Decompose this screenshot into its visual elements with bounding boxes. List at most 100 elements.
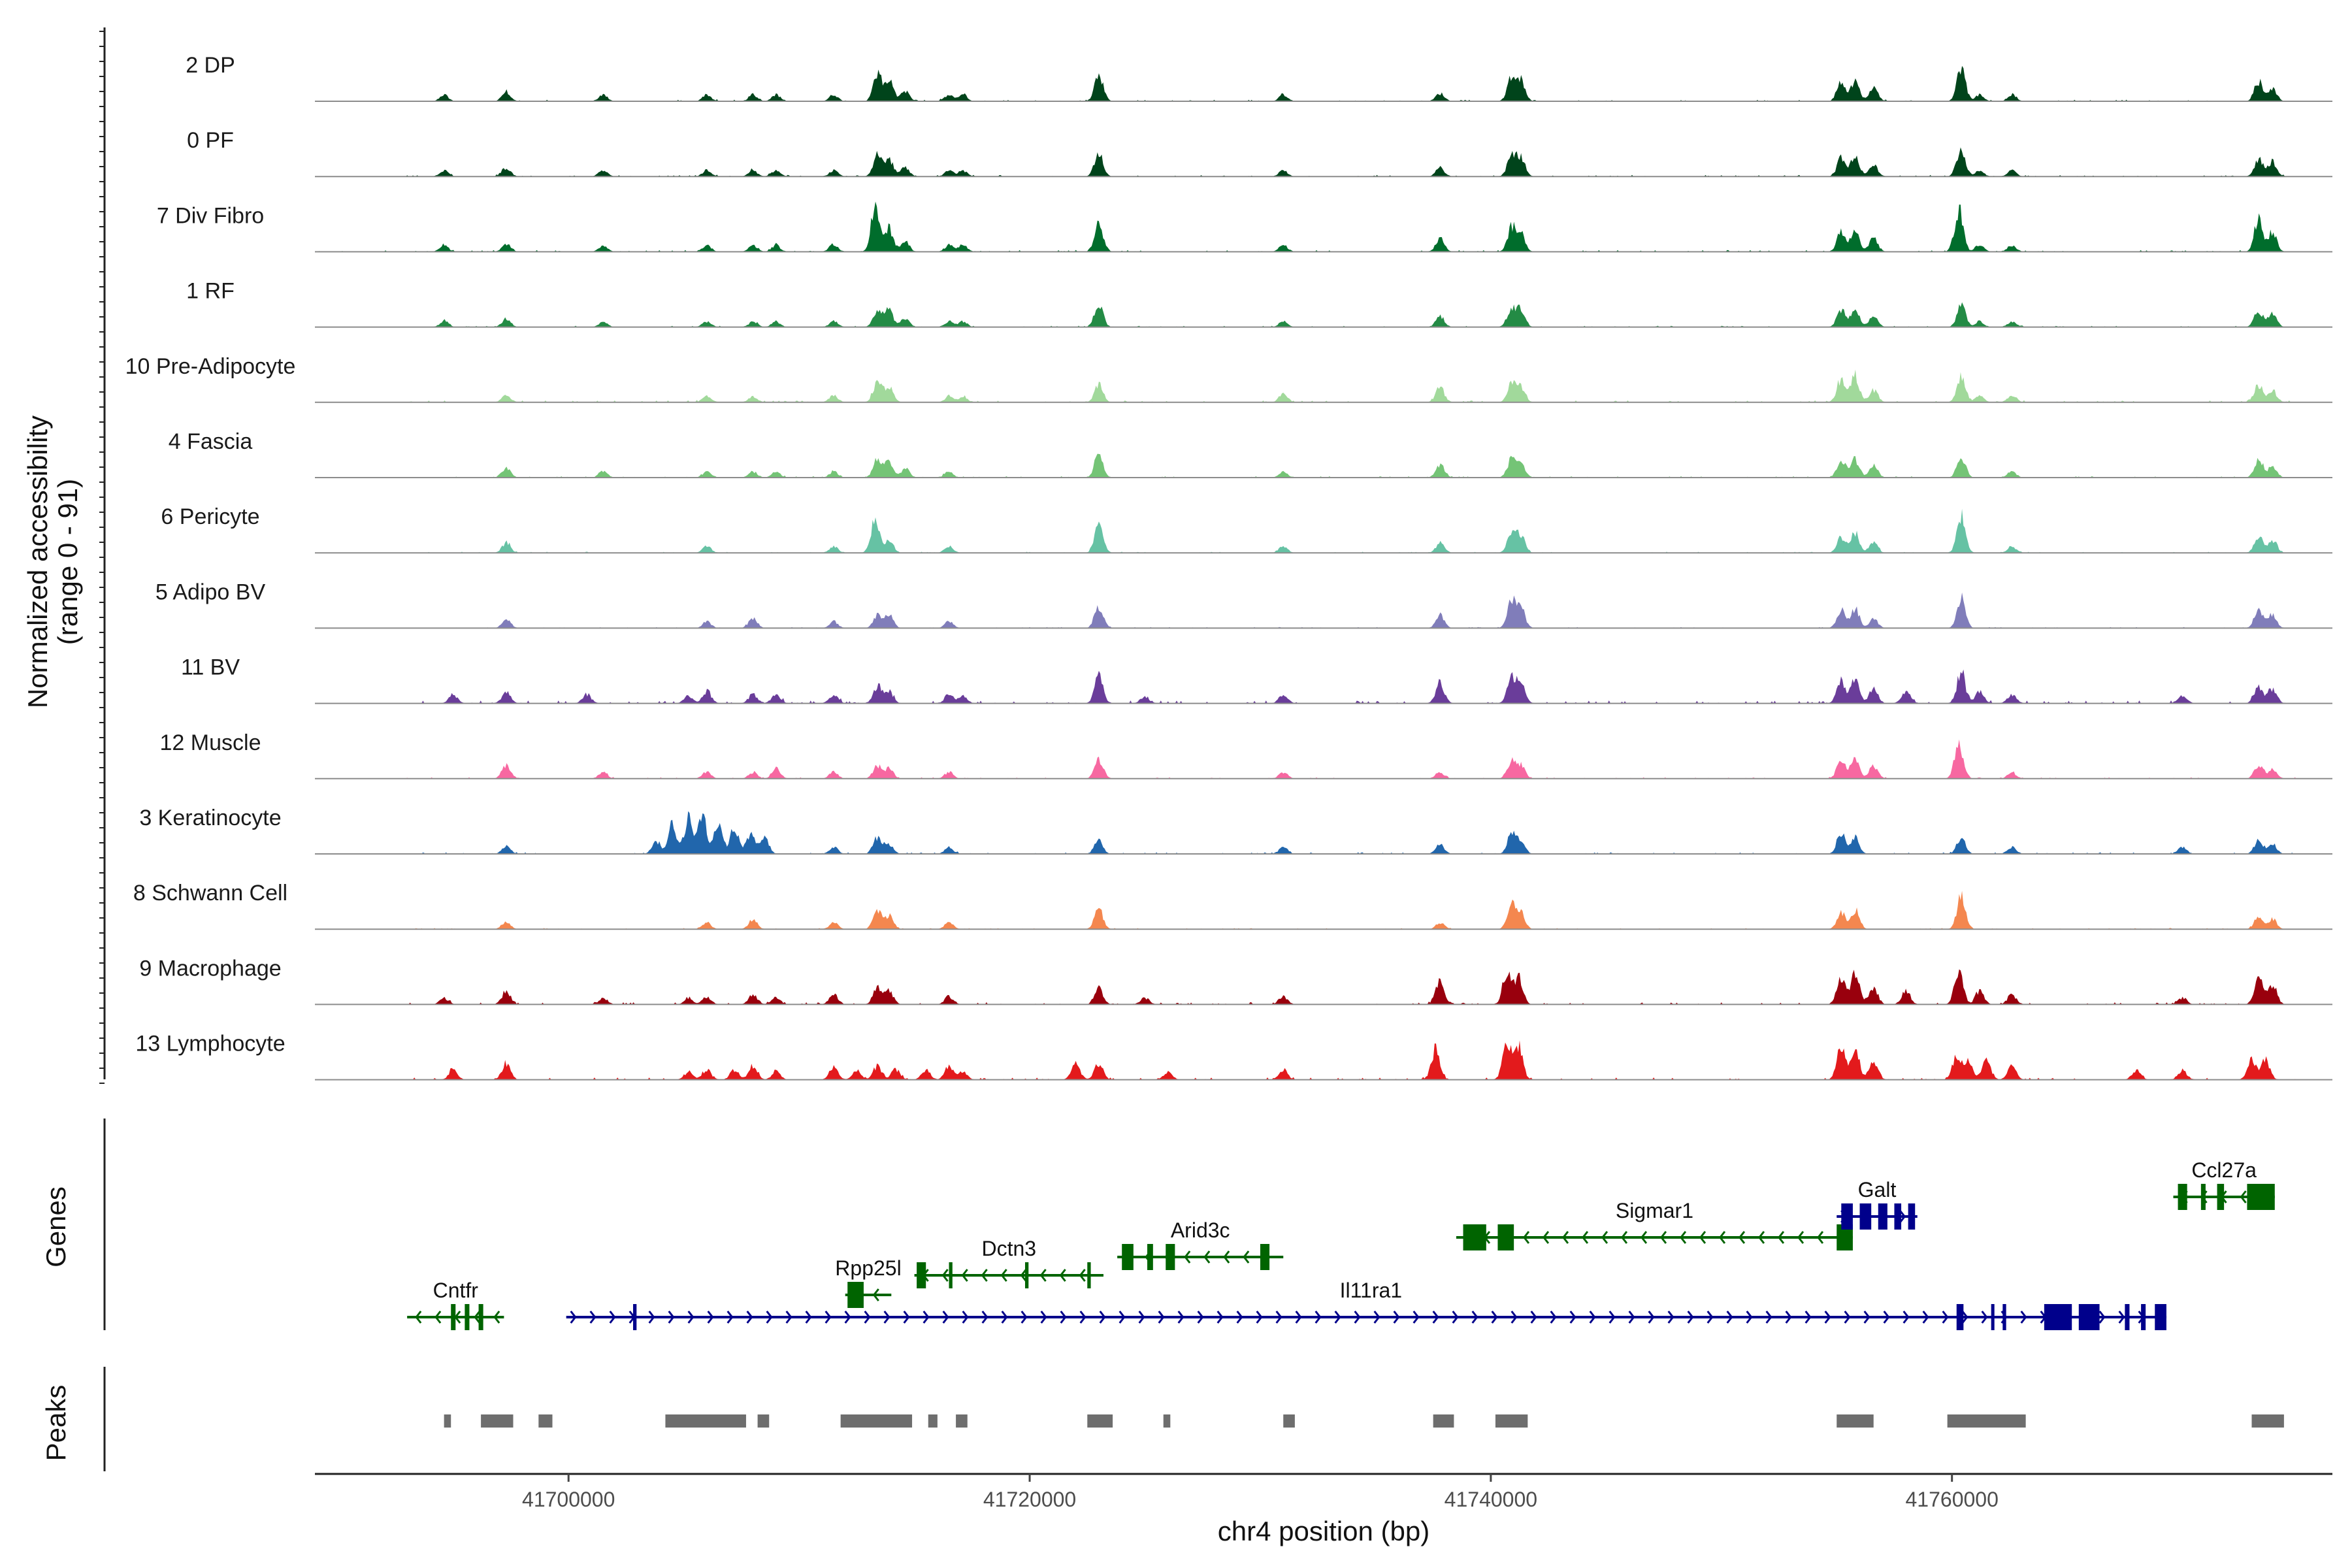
strand-arrow [1942,1311,1949,1324]
strand-arrow [1197,1311,1204,1324]
strand-arrow [1203,1250,1211,1264]
strand-arrow [883,1311,890,1324]
peak-region [757,1414,770,1428]
coverage-track: 10 Pre-Adipocyte [125,354,2332,403]
strand-arrow [1824,1311,1831,1324]
strand-arrow [1243,1250,1250,1264]
strand-arrow [1903,1311,1910,1324]
track-label: 12 Muscle [160,730,261,755]
peak-region [665,1414,746,1428]
peak-region [1947,1414,2026,1428]
gene-model: Il11ra1 [566,1279,2166,1330]
strand-arrow [981,1269,988,1282]
gene-exon [1260,1244,1270,1270]
strand-arrow [1660,1231,1667,1244]
peak-region [1087,1414,1113,1428]
gene-exon [2141,1304,2146,1330]
gene-label: Sigmar1 [1616,1199,1693,1222]
strand-arrow [707,1311,714,1324]
strand-arrow [1883,1311,1890,1324]
strand-arrow [1158,1311,1165,1324]
track-label: 6 Pericyte [161,504,259,529]
strand-arrow [1628,1311,1635,1324]
gene-exon [1166,1244,1175,1270]
gene-label: Arid3c [1171,1218,1230,1242]
track-label: 9 Macrophage [139,956,281,981]
track-label: 7 Div Fibro [157,203,264,228]
gene-label: Cntfr [433,1279,479,1302]
track-label: 8 Schwann Cell [133,881,287,906]
coverage-area [315,592,2332,629]
gene-exon [1147,1244,1153,1270]
strand-arrow [1785,1311,1792,1324]
strand-arrow [864,1311,871,1324]
strand-arrow [1000,1269,1007,1282]
gene-label: Il11ra1 [1340,1279,1402,1302]
strand-arrow [1373,1311,1380,1324]
coverage-area [315,669,2332,704]
gene-model: Ccl27a [2173,1158,2275,1210]
gene-exon [1908,1203,1916,1230]
strand-arrow [1138,1311,1145,1324]
gene-exon [1122,1244,1134,1270]
strand-arrow [1899,1210,1906,1223]
coverage-track: 13 Lymphocyte [135,1032,2332,1081]
coverage-track: 12 Muscle [160,730,2332,779]
strand-arrow [1569,1311,1576,1324]
peak-region [1283,1414,1295,1428]
strand-arrow [1275,1311,1282,1324]
gene-label: Rpp25l [835,1256,901,1280]
strand-arrow [648,1311,655,1324]
gene-label: Ccl27a [2191,1158,2257,1182]
gene-exon [917,1262,926,1288]
strand-arrow [1236,1311,1243,1324]
strand-arrow [1471,1311,1478,1324]
track-label: 5 Adipo BV [155,580,266,604]
gene-exon [847,1282,864,1308]
strand-arrow [434,1311,442,1324]
x-tick-label: 41740000 [1445,1488,1537,1511]
coverage-area [315,508,2332,553]
coverage-track: 5 Adipo BV [155,580,2332,629]
track-label: 2 DP [186,53,235,78]
coverage-area [315,811,2332,854]
strand-arrow [923,1311,930,1324]
gene-exon [1087,1262,1091,1288]
strand-arrow [1805,1311,1812,1324]
strand-arrow [1641,1231,1648,1244]
coverage-area [315,1040,2332,1080]
strand-arrow [415,1311,422,1324]
gene-exon [1463,1224,1486,1250]
gene-label: Galt [1858,1178,1897,1201]
peak-region [1495,1414,1528,1428]
strand-arrow [746,1311,753,1324]
coverage-track: 1 RF [186,279,2332,328]
strand-arrow [766,1311,773,1324]
strand-arrow [1844,1311,1851,1324]
strand-arrow [1432,1311,1439,1324]
gene-model: Galt [1837,1178,1918,1230]
peak-region [1163,1414,1171,1428]
track-label: 1 RF [186,279,235,304]
gene-exon [2044,1304,2072,1330]
strand-arrow [589,1311,596,1324]
strand-arrow [668,1311,675,1324]
strand-arrow [1687,1311,1694,1324]
strand-arrow [1778,1231,1785,1244]
strand-arrow [1393,1311,1400,1324]
strand-arrow [1648,1311,1655,1324]
strand-arrow [570,1311,577,1324]
strand-arrow [1223,1250,1230,1264]
strand-arrow [1699,1231,1707,1244]
strand-arrow [1523,1231,1530,1244]
gene-label: Dctn3 [981,1237,1036,1260]
gene-model: Arid3c [1117,1218,1284,1270]
peak-region [840,1414,913,1428]
strand-arrow [687,1311,694,1324]
peaks-panel-title: Peaks [41,1385,71,1462]
coverage-area [315,369,2332,402]
gene-exon [633,1304,637,1330]
track-label: 0 PF [187,128,234,153]
gene-exon [1956,1304,1964,1330]
coverage-area [315,969,2332,1005]
